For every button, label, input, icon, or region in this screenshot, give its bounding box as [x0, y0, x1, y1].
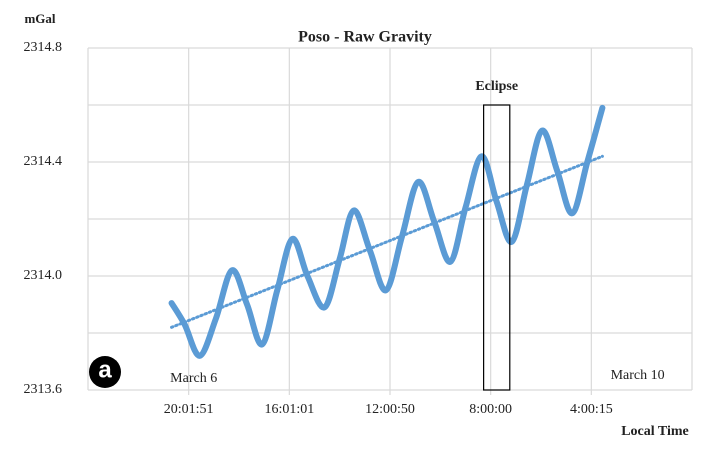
x-axis-label: Local Time: [621, 424, 689, 439]
annotation: March 10: [611, 368, 665, 383]
y-tick-label: 2314.0: [24, 268, 63, 283]
eclipse-label: Eclipse: [475, 79, 518, 94]
y-axis-label: mGal: [24, 11, 55, 26]
x-tick-label: 16:01:01: [264, 402, 314, 417]
panel-label: a: [98, 356, 112, 383]
data-line: [168, 104, 606, 359]
eclipse-box: [483, 104, 511, 391]
x-tick-label: 20:01:51: [164, 402, 214, 417]
x-tick-label: 8:00:00: [469, 402, 512, 417]
x-tick-label: 4:00:15: [570, 402, 613, 417]
y-tick-label: 2314.4: [24, 154, 63, 169]
y-tick-label: 2314.8: [24, 40, 63, 55]
chart-title: Poso - Raw Gravity: [298, 29, 432, 46]
trend-line: [170, 154, 604, 329]
x-tick-label: 12:00:50: [365, 402, 415, 417]
annotation: March 6: [170, 371, 217, 386]
y-tick-label: 2313.6: [24, 382, 63, 397]
panel-badge: [89, 356, 121, 388]
